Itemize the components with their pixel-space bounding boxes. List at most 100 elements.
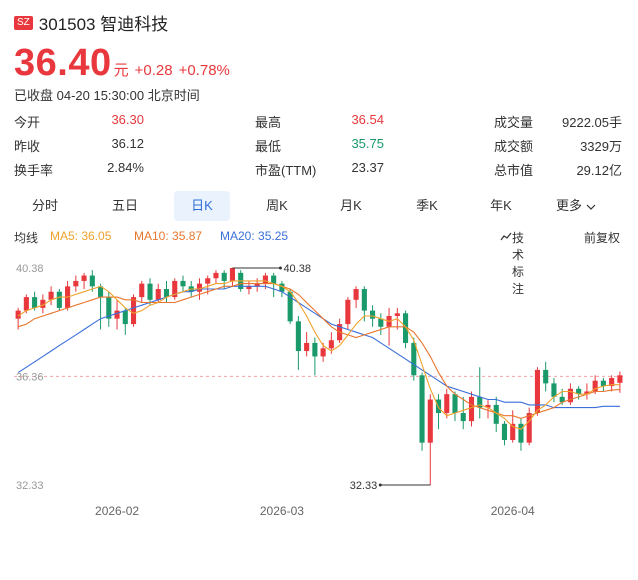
y-tick-label: 32.33 (16, 480, 44, 492)
tab-five-day[interactable]: 五日 (111, 198, 138, 213)
stat-value: 36.54 (351, 112, 384, 127)
stat-label: 市盈(TTM) (255, 163, 317, 178)
stat-value: 2.84% (107, 160, 144, 175)
candle-body (378, 318, 384, 327)
x-tick-label: 2026-02 (95, 504, 139, 518)
tab-yearly-k[interactable]: 年K (490, 198, 512, 213)
candle-body (262, 275, 268, 284)
candle-body (15, 310, 21, 319)
candle-body (23, 297, 29, 311)
candle-body (534, 369, 541, 414)
stat-label: 最高 (255, 115, 282, 130)
candle-body (518, 423, 524, 443)
candle-body (155, 289, 161, 300)
candle-body (279, 283, 285, 292)
candle-body (427, 399, 433, 443)
ma5-value: MA5: 36.05 (50, 229, 112, 243)
candle-body (353, 289, 359, 300)
candle-body (394, 313, 400, 316)
price-row: 36.40 元 +0.28 +0.78% (14, 42, 230, 85)
stats-row: 昨收 36.12 最低 35.75 成交额 3329万 (14, 136, 626, 160)
ma20-value: MA20: 35.25 (220, 229, 289, 243)
stat-label: 成交量 (494, 115, 534, 130)
price-unit: 元 (113, 62, 129, 79)
high-marker-dot (278, 266, 282, 270)
candle-body (106, 297, 112, 319)
candle-body (468, 396, 475, 422)
chevron-down-icon (586, 204, 596, 210)
candle-body (287, 291, 293, 322)
candle-body (114, 310, 120, 319)
stat-value: 35.75 (351, 136, 384, 151)
candle-body (543, 369, 549, 384)
candle-body (411, 342, 417, 376)
candle-body (48, 291, 54, 300)
candle-body (40, 299, 46, 308)
candle-body (567, 388, 573, 403)
high-annotation: 40.38 (283, 263, 311, 275)
candle-body (501, 423, 508, 440)
tab-monthly-k[interactable]: 月K (340, 198, 362, 213)
candle-body (419, 375, 425, 443)
candle-body (460, 413, 466, 422)
stat-value: 29.12亿 (576, 163, 622, 178)
stat-value: 36.12 (111, 136, 144, 151)
candle-body (592, 380, 598, 392)
current-price: 36.40 (14, 42, 112, 84)
candle-body (452, 394, 458, 414)
ma10-value: MA10: 35.87 (134, 229, 203, 243)
stat-label: 总市值 (494, 163, 534, 178)
stat-label: 成交额 (494, 139, 534, 154)
x-tick-label: 2026-04 (491, 504, 535, 518)
candle-body (122, 310, 128, 325)
candle-body (89, 275, 95, 287)
price-change-pct: +0.78% (178, 62, 230, 79)
candle-body (304, 342, 310, 352)
candle-body (172, 280, 178, 298)
low-annotation: 32.33 (350, 480, 378, 492)
market-badge: SZ (14, 15, 33, 30)
y-tick-label: 36.36 (16, 371, 44, 383)
candle-body (370, 310, 376, 319)
candle-body (584, 391, 590, 395)
stat-value: 23.37 (351, 160, 384, 175)
stock-title: 301503 智迪科技 (38, 15, 169, 34)
candle-body (130, 297, 137, 325)
candle-body (73, 280, 79, 287)
stat-value: 3329万 (580, 139, 622, 154)
adjust-selector[interactable]: 前复权 (584, 231, 621, 245)
tab-more[interactable]: 更多 (556, 191, 608, 221)
candle-body (97, 286, 104, 298)
candle-body (559, 396, 565, 403)
tech-annotation-toggle[interactable]: 技术标注 (500, 229, 524, 296)
candle-body (477, 396, 483, 408)
stat-value: 36.30 (111, 112, 144, 127)
candle-body (328, 340, 334, 349)
candle-body (312, 342, 318, 357)
candle-body (617, 375, 623, 383)
candle-body (444, 394, 450, 414)
candle-body (32, 297, 38, 308)
stat-value: 9222.05手 (562, 115, 622, 130)
candle-body (147, 283, 153, 300)
tab-weekly-k[interactable]: 周K (266, 198, 288, 213)
candle-body (229, 268, 236, 281)
candle-body (271, 275, 277, 284)
tab-daily-k[interactable]: 日K (174, 191, 230, 221)
ma20-line (17, 285, 620, 409)
candle-body (205, 278, 211, 284)
candle-body (493, 404, 499, 424)
tech-annotation-label: 技术标注 (512, 231, 525, 296)
period-tabs: 分时 五日 日K 周K 月K 季K 年K 更多 (0, 191, 638, 223)
candle-body (510, 423, 516, 440)
stat-label: 换手率 (14, 163, 54, 178)
ma-label: 均线 (14, 231, 39, 245)
candle-body (576, 388, 582, 395)
stock-header: SZ 301503 智迪科技 (14, 10, 168, 35)
x-tick-label: 2026-03 (260, 504, 304, 518)
candle-body (213, 272, 219, 279)
tab-intraday[interactable]: 分时 (31, 198, 58, 213)
tab-quarterly-k[interactable]: 季K (416, 198, 438, 213)
